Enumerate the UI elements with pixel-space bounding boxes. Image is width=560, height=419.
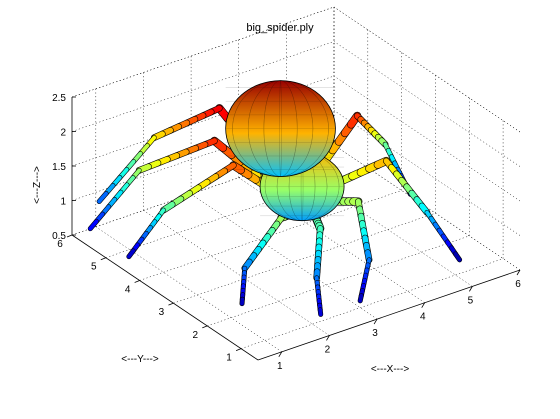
abdomen-mesh bbox=[225, 80, 336, 177]
x-tick-mark bbox=[278, 351, 283, 358]
y-tick-mark bbox=[134, 280, 140, 283]
y-axis-label: <---Y---> bbox=[121, 354, 159, 365]
grid-line bbox=[143, 210, 330, 336]
grid-line bbox=[238, 177, 425, 303]
mesh-meridian bbox=[232, 80, 329, 177]
z-axis-label: <---Z---> bbox=[32, 166, 43, 204]
y-tick-label: 6 bbox=[57, 239, 63, 250]
x-tick-label: 5 bbox=[468, 295, 474, 306]
leg-segment bbox=[453, 251, 462, 262]
x-tick-label: 4 bbox=[420, 312, 426, 323]
z-tick-label: 2.5 bbox=[52, 93, 66, 104]
mesh-meridian bbox=[263, 80, 298, 177]
x-tick-label: 2 bbox=[325, 344, 331, 355]
y-tick-label: 1 bbox=[226, 353, 232, 364]
y-tick-label: 5 bbox=[91, 262, 97, 273]
y-tick-mark bbox=[100, 257, 106, 261]
mesh-meridian bbox=[232, 80, 329, 177]
grid-line bbox=[286, 161, 473, 287]
grid-line bbox=[71, 41, 335, 132]
y-tick-mark bbox=[66, 234, 73, 238]
leg-segment bbox=[318, 307, 323, 317]
x-tick-mark bbox=[469, 286, 473, 292]
leg-segment bbox=[97, 191, 108, 204]
grid-line bbox=[333, 6, 521, 133]
x-axis-line bbox=[257, 269, 521, 361]
grid-line bbox=[173, 212, 436, 304]
grid-line bbox=[190, 193, 378, 320]
y-axis-line bbox=[71, 234, 259, 361]
x-tick-mark bbox=[326, 335, 330, 341]
grid-line bbox=[333, 75, 521, 202]
mesh-meridian bbox=[247, 80, 314, 177]
grid-line bbox=[333, 110, 521, 236]
x-tick-label: 3 bbox=[372, 328, 378, 339]
grid-line bbox=[207, 235, 470, 327]
spider-leg-left-4 bbox=[239, 205, 311, 307]
abdomen bbox=[225, 80, 336, 177]
x-tick-mark bbox=[421, 302, 426, 308]
y-tick-label: 3 bbox=[159, 307, 165, 318]
y-tick-mark bbox=[202, 325, 208, 329]
z-tick-label: 2 bbox=[60, 128, 66, 139]
spider-leg-right-4 bbox=[308, 206, 325, 317]
leg-segment bbox=[358, 293, 364, 303]
mesh-meridian bbox=[247, 80, 314, 177]
y-tick-label: 2 bbox=[192, 330, 198, 341]
z-tick-label: 0.5 bbox=[52, 231, 66, 242]
x-tick-mark bbox=[516, 269, 521, 276]
spider-leg-right-3 bbox=[314, 197, 373, 304]
x-tick-label: 1 bbox=[277, 361, 283, 372]
y-tick-label: 4 bbox=[125, 284, 131, 295]
y-tick-mark bbox=[168, 302, 174, 306]
x-tick-mark bbox=[373, 318, 378, 325]
chart-title: big_spider.ply bbox=[246, 22, 314, 34]
y-tick-mark bbox=[235, 348, 242, 352]
grid-line bbox=[333, 41, 521, 167]
mesh-meridian bbox=[279, 80, 282, 177]
mesh-meridian bbox=[263, 80, 298, 177]
leg-segment bbox=[88, 219, 99, 231]
grid-line bbox=[71, 6, 335, 98]
leg-segment bbox=[126, 248, 136, 259]
z-tick-label: 1.5 bbox=[52, 162, 66, 173]
grid-line bbox=[241, 258, 504, 349]
x-tick-label: 6 bbox=[515, 279, 521, 290]
grid-line bbox=[95, 226, 282, 353]
x-axis-label: <---X---> bbox=[371, 364, 409, 375]
z-tick-label: 1 bbox=[60, 197, 66, 208]
